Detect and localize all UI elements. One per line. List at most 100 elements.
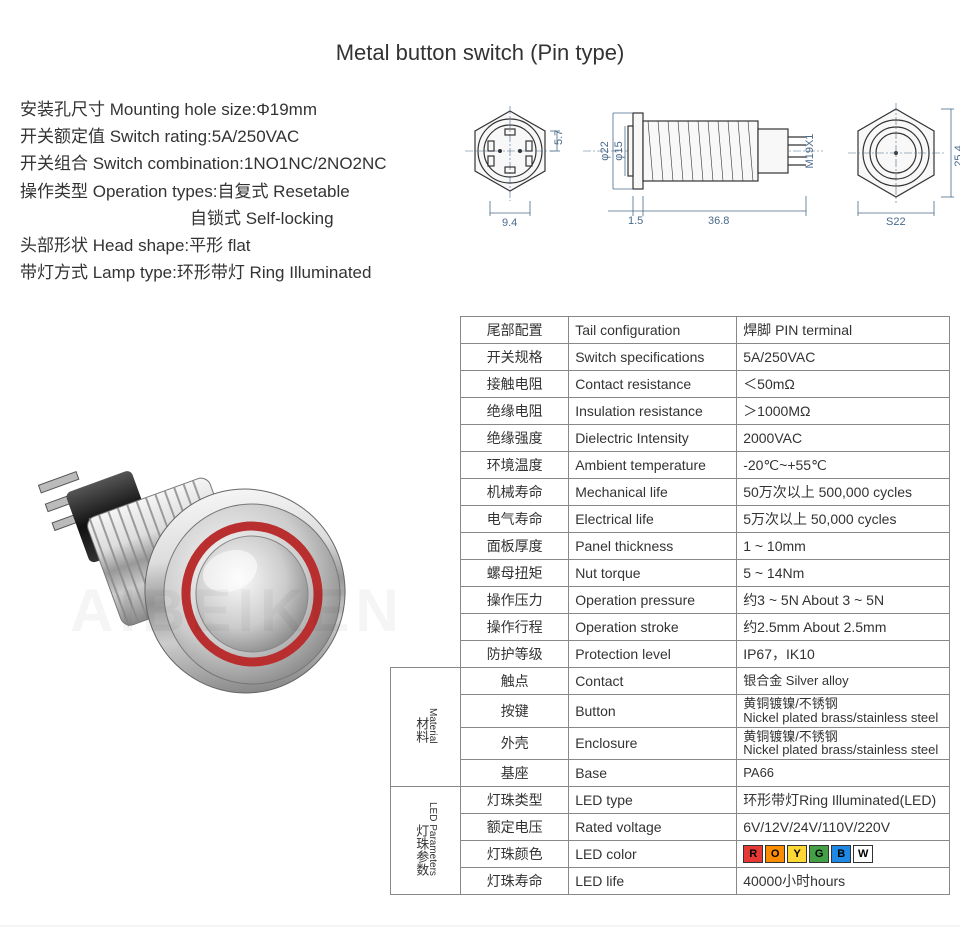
diagram-top-view: 5.7 9.4 <box>450 101 570 231</box>
cell-cn: 机械寿命 <box>461 479 569 506</box>
svg-text:5.7: 5.7 <box>553 130 565 145</box>
cell-cn: 操作行程 <box>461 614 569 641</box>
cell-en: Tail configuration <box>569 317 737 344</box>
cell-en: Ambient temperature <box>569 452 737 479</box>
cell-val: 1 ~ 10mm <box>737 533 950 560</box>
cell-val: ROYGBW <box>737 840 950 867</box>
spec-line: 安装孔尺寸 Mounting hole size:Φ19mm <box>20 96 450 123</box>
table-row: 绝缘电阻Insulation resistance＞1000MΩ <box>391 398 950 425</box>
spec-line: 开关额定值 Switch rating:5A/250VAC <box>20 123 450 150</box>
svg-text:9.4: 9.4 <box>502 217 517 229</box>
cell-en: Rated voltage <box>569 813 737 840</box>
cell-val: IP67，IK10 <box>737 641 950 668</box>
table-row: 灯珠寿命LED life40000小时hours <box>391 867 950 894</box>
page-title: Metal button switch (Pin type) <box>10 40 950 66</box>
cell-val: 2000VAC <box>737 425 950 452</box>
cell-cn: 防护等级 <box>461 641 569 668</box>
cell-val: 约2.5mm About 2.5mm <box>737 614 950 641</box>
svg-text:S22: S22 <box>886 216 906 228</box>
cell-cn: 灯珠类型 <box>461 786 569 813</box>
cell-val: ＜50mΩ <box>737 371 950 398</box>
cell-cn: 触点 <box>461 668 569 695</box>
table-row: 按键Button黄铜镀镍/不锈钢Nickel plated brass/stai… <box>391 695 950 727</box>
cell-val: 5 ~ 14Nm <box>737 560 950 587</box>
table-row: 外壳Enclosure黄铜镀镍/不锈钢Nickel plated brass/s… <box>391 727 950 759</box>
watermark: AIBEIKEN <box>70 576 405 645</box>
cell-cn: 面板厚度 <box>461 533 569 560</box>
cell-val: 6V/12V/24V/110V/220V <box>737 813 950 840</box>
group-material: 材料Material <box>391 668 461 787</box>
cell-cn: 电气寿命 <box>461 506 569 533</box>
table-row: 环境温度Ambient temperature-20℃~+55℃ <box>391 452 950 479</box>
spec-table-container: 尾部配置Tail configuration焊脚 PIN terminal开关规… <box>390 316 950 895</box>
svg-text:36.8: 36.8 <box>708 215 729 227</box>
cell-cn: 尾部配置 <box>461 317 569 344</box>
cell-en: Button <box>569 695 737 727</box>
cell-en: Enclosure <box>569 727 737 759</box>
cell-val: 银合金 Silver alloy <box>737 668 950 695</box>
cell-val: PA66 <box>737 759 950 786</box>
svg-text:M19X1: M19X1 <box>804 134 816 169</box>
diagram-side-view: φ22 φ15 M19X1 1.5 36.8 <box>578 101 828 231</box>
cell-en: Insulation resistance <box>569 398 737 425</box>
cell-val: 焊脚 PIN terminal <box>737 317 950 344</box>
cell-cn: 环境温度 <box>461 452 569 479</box>
svg-text:25.4: 25.4 <box>953 145 960 166</box>
cell-en: Dielectric Intensity <box>569 425 737 452</box>
cell-en: LED type <box>569 786 737 813</box>
table-row: 接触电阻Contact resistance＜50mΩ <box>391 371 950 398</box>
spec-list: 安装孔尺寸 Mounting hole size:Φ19mm 开关额定值 Swi… <box>10 96 450 286</box>
spec-line: 操作类型 Operation types:自复式 Resetable <box>20 178 450 205</box>
cell-cn: 接触电阻 <box>461 371 569 398</box>
cell-cn: 绝缘强度 <box>461 425 569 452</box>
cell-val: ＞1000MΩ <box>737 398 950 425</box>
cell-val: 40000小时hours <box>737 867 950 894</box>
cell-en: LED life <box>569 867 737 894</box>
cell-en: Panel thickness <box>569 533 737 560</box>
table-row: 开关规格Switch specifications5A/250VAC <box>391 344 950 371</box>
led-color-swatches: ROYGBW <box>743 845 873 863</box>
cell-en: Mechanical life <box>569 479 737 506</box>
group-led: 灯珠参数LED Parameters <box>391 786 461 894</box>
cell-cn: 基座 <box>461 759 569 786</box>
cell-cn: 灯珠颜色 <box>461 840 569 867</box>
cell-val: 50万次以上 500,000 cycles <box>737 479 950 506</box>
table-row: 机械寿命Mechanical life50万次以上 500,000 cycles <box>391 479 950 506</box>
cell-cn: 额定电压 <box>461 813 569 840</box>
spec-line: 自锁式 Self-locking <box>20 205 450 232</box>
spec-line: 头部形状 Head shape:平形 flat <box>20 232 450 259</box>
table-row: 电气寿命Electrical life5万次以上 50,000 cycles <box>391 506 950 533</box>
cell-cn: 操作压力 <box>461 587 569 614</box>
spec-line: 带灯方式 Lamp type:环形带灯 Ring Illuminated <box>20 259 450 286</box>
cell-cn: 绝缘电阻 <box>461 398 569 425</box>
svg-text:φ22: φ22 <box>599 141 611 160</box>
table-row: 材料Material触点Contact银合金 Silver alloy <box>391 668 950 695</box>
cell-cn: 灯珠寿命 <box>461 867 569 894</box>
table-row: 螺母扭矩Nut torque5 ~ 14Nm <box>391 560 950 587</box>
cell-en: Operation pressure <box>569 587 737 614</box>
cell-val: 黄铜镀镍/不锈钢Nickel plated brass/stainless st… <box>737 727 950 759</box>
cell-en: Contact resistance <box>569 371 737 398</box>
spec-table: 尾部配置Tail configuration焊脚 PIN terminal开关规… <box>390 316 950 895</box>
page: Metal button switch (Pin type) 安装孔尺寸 Mou… <box>0 0 960 925</box>
svg-text:1.5: 1.5 <box>628 215 643 227</box>
product-photo: AIBEIKEN <box>10 316 380 716</box>
svg-text:φ15: φ15 <box>613 141 625 160</box>
table-row: 基座BasePA66 <box>391 759 950 786</box>
spec-line: 开关组合 Switch combination:1NO1NC/2NO2NC <box>20 150 450 177</box>
cell-val: 环形带灯Ring Illuminated(LED) <box>737 786 950 813</box>
button-render-icon <box>30 396 360 716</box>
cell-en: Nut torque <box>569 560 737 587</box>
cell-en: Switch specifications <box>569 344 737 371</box>
cell-en: Protection level <box>569 641 737 668</box>
table-row: 操作压力Operation pressure约3 ~ 5N About 3 ~ … <box>391 587 950 614</box>
table-row: 操作行程Operation stroke约2.5mm About 2.5mm <box>391 614 950 641</box>
cell-cn: 按键 <box>461 695 569 727</box>
cell-en: Operation stroke <box>569 614 737 641</box>
cell-val: 约3 ~ 5N About 3 ~ 5N <box>737 587 950 614</box>
cell-en: Electrical life <box>569 506 737 533</box>
cell-val: 5A/250VAC <box>737 344 950 371</box>
cell-en: LED color <box>569 840 737 867</box>
table-row: 尾部配置Tail configuration焊脚 PIN terminal <box>391 317 950 344</box>
bottom-section: AIBEIKEN <box>10 316 950 895</box>
